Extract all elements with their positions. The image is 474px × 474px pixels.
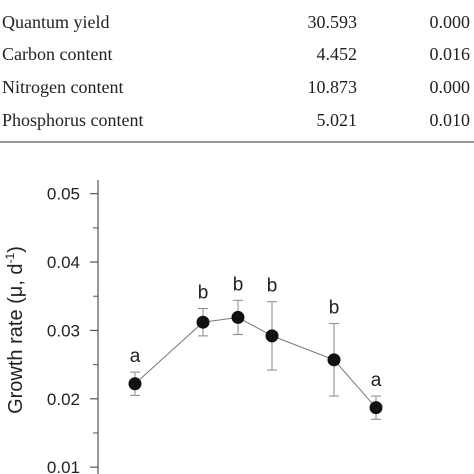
point bbox=[128, 377, 142, 391]
cell: 0.016 bbox=[430, 44, 471, 64]
cell: 30.593 bbox=[308, 12, 358, 32]
y-label-sup: -1 bbox=[3, 252, 17, 263]
group-letter: b bbox=[329, 298, 340, 319]
cell: 0.000 bbox=[430, 12, 471, 32]
line bbox=[134, 316, 377, 409]
point bbox=[327, 353, 341, 367]
cell: 0.000 bbox=[430, 77, 471, 97]
group-letter: a bbox=[371, 370, 382, 391]
y-tick-label: 0.01 bbox=[47, 458, 80, 474]
group-letter: a bbox=[130, 346, 141, 367]
group-letter: b bbox=[267, 276, 278, 297]
cell: 4.452 bbox=[317, 44, 358, 64]
y-axis-label: Growth rate (μ, d-1) bbox=[3, 246, 27, 414]
row-label: Carbon content bbox=[2, 44, 112, 64]
row-label: Nitrogen content bbox=[2, 77, 123, 97]
y-tick-label: 0.04 bbox=[47, 253, 80, 272]
point bbox=[369, 401, 383, 415]
group-letter: b bbox=[198, 283, 209, 304]
cell: 5.021 bbox=[317, 110, 358, 130]
row-label: Phosphorus content bbox=[2, 110, 144, 130]
point bbox=[231, 310, 245, 324]
cell: 0.010 bbox=[430, 110, 471, 130]
chart: 0.01 0.02 0.03 0.04 0.05 a b b b b a bbox=[47, 185, 383, 474]
point bbox=[265, 329, 279, 343]
cell: 10.873 bbox=[308, 77, 358, 97]
row-label: Quantum yield bbox=[2, 12, 109, 32]
y-tick-label: 0.03 bbox=[47, 321, 80, 340]
y-tick-label: 0.05 bbox=[47, 185, 80, 204]
point bbox=[196, 315, 210, 329]
y-label-end: ) bbox=[5, 246, 27, 253]
y-label-text: Growth rate (μ, d bbox=[5, 263, 27, 413]
group-letter: b bbox=[233, 274, 244, 295]
y-tick-label: 0.02 bbox=[47, 390, 80, 409]
table: Quantum yield 30.593 0.000 Carbon content 4.… bbox=[2, 12, 470, 130]
